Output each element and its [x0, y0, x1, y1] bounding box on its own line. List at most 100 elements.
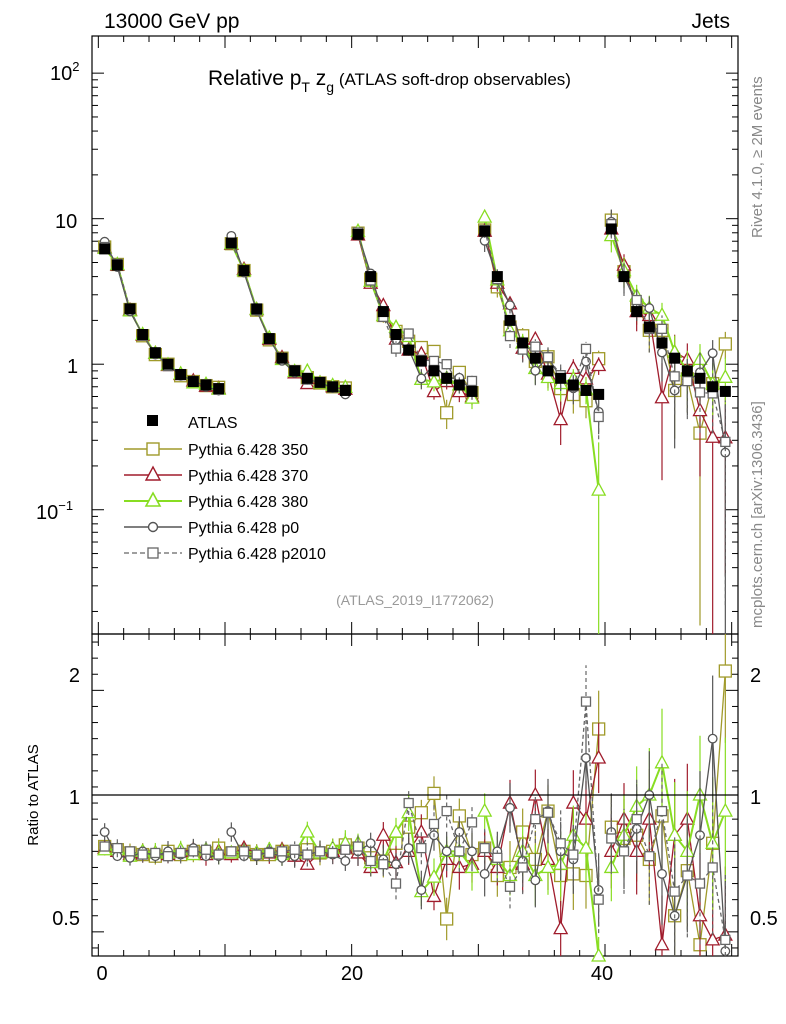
ratio-point	[718, 664, 732, 678]
ratio-point	[530, 875, 541, 886]
atlas-point	[567, 379, 579, 391]
legend-label-380: Pythia 6.428 380	[188, 494, 308, 511]
ratio-point	[175, 847, 186, 859]
series-line-ratio	[104, 831, 219, 859]
ratio-point	[441, 805, 452, 817]
series-line-ratio	[230, 831, 346, 862]
ratio-point	[340, 856, 351, 866]
ratio-point	[593, 894, 604, 905]
atlas-point	[529, 352, 541, 364]
ratio-point	[540, 859, 556, 874]
atlas-point	[694, 372, 706, 384]
legend-marker-atlas	[147, 415, 158, 426]
ratio-point	[428, 818, 440, 830]
ratio-point	[226, 827, 237, 837]
ratio-point	[591, 947, 607, 962]
ratio-point	[440, 912, 454, 926]
main-point	[591, 357, 607, 372]
ratio-y-tick-labels: 2 1 0.5 2 1 0.5	[52, 665, 778, 930]
atlas-point	[643, 321, 655, 333]
ratio-point	[591, 749, 607, 764]
series-4-ratio	[99, 665, 731, 956]
main-point	[466, 375, 478, 387]
atlas-point	[111, 259, 123, 271]
legend-marker-p2010	[147, 547, 159, 559]
ratio-point	[707, 733, 718, 744]
atlas-point	[238, 265, 250, 277]
ratio-point	[390, 878, 402, 889]
ratio-point	[644, 851, 655, 862]
main-point	[694, 387, 706, 398]
ratio-point	[238, 846, 250, 857]
atlas-point	[390, 329, 402, 341]
series-line-main	[357, 234, 473, 392]
ratio-point	[578, 839, 594, 854]
atlas-point	[301, 372, 313, 384]
main-point	[644, 303, 655, 314]
ratio-point	[226, 846, 237, 857]
atlas-point	[681, 365, 693, 377]
main-point	[403, 328, 414, 339]
atlas-point	[200, 379, 212, 391]
ratio-point	[517, 862, 528, 873]
atlas-point	[137, 329, 149, 341]
atlas-point	[263, 333, 275, 345]
ratio-point	[137, 849, 148, 860]
ratio-point	[264, 847, 275, 859]
ratio-point	[365, 855, 376, 867]
series-line-ratio	[484, 701, 600, 900]
axis-ticks	[92, 36, 738, 956]
atlas-point	[542, 365, 554, 377]
ratio-point	[251, 849, 262, 860]
series-line-ratio	[610, 670, 726, 945]
ratio-point	[375, 826, 391, 841]
ratio-point	[694, 878, 706, 889]
legend-label-350: Pythia 6.428 350	[188, 442, 308, 459]
ratio-point	[416, 885, 427, 895]
atlas-point	[719, 385, 731, 397]
atlas-point	[631, 306, 643, 318]
ratio-point	[112, 842, 123, 854]
ratio-point	[553, 920, 569, 935]
main-point	[440, 406, 454, 420]
legend-marker-370	[144, 465, 162, 481]
ratio-point	[618, 846, 630, 857]
series-line-main	[484, 240, 600, 412]
main-point	[717, 368, 733, 383]
y-tick-label-100: 102	[50, 59, 79, 85]
atlas-point	[124, 303, 136, 315]
atlas-point	[466, 385, 478, 397]
ratio-point	[314, 846, 326, 857]
series-line-main	[357, 232, 473, 386]
ratio-point	[213, 849, 224, 860]
ratio-point	[479, 868, 490, 879]
beam-label: 13000 GeV pp	[104, 10, 239, 33]
ratio-point	[707, 862, 718, 873]
ratio-point	[388, 823, 404, 838]
ratio-point	[150, 847, 161, 859]
atlas-point	[314, 376, 326, 388]
ratio-point	[403, 797, 414, 809]
title-subscript-t: T	[301, 79, 310, 95]
atlas-point	[491, 271, 503, 283]
main-point	[542, 352, 554, 363]
ratio-point	[656, 805, 668, 817]
ratio-point	[302, 849, 313, 860]
atlas-point	[707, 381, 719, 393]
main-point	[427, 344, 441, 359]
legend-marker-380	[144, 491, 162, 507]
ratio-point	[466, 817, 478, 828]
ratio-point	[580, 696, 592, 707]
ratio-point	[299, 823, 315, 838]
main-point	[390, 343, 402, 354]
series-line-ratio	[231, 849, 346, 856]
atlas-point	[656, 337, 668, 349]
series-line-main	[484, 229, 600, 418]
atlas-point	[441, 372, 453, 384]
atlas-point	[339, 384, 351, 396]
title-main: Relative p	[208, 67, 301, 90]
atlas-point	[213, 383, 225, 395]
series-line-ratio	[231, 830, 346, 856]
ratio-point	[631, 814, 642, 825]
